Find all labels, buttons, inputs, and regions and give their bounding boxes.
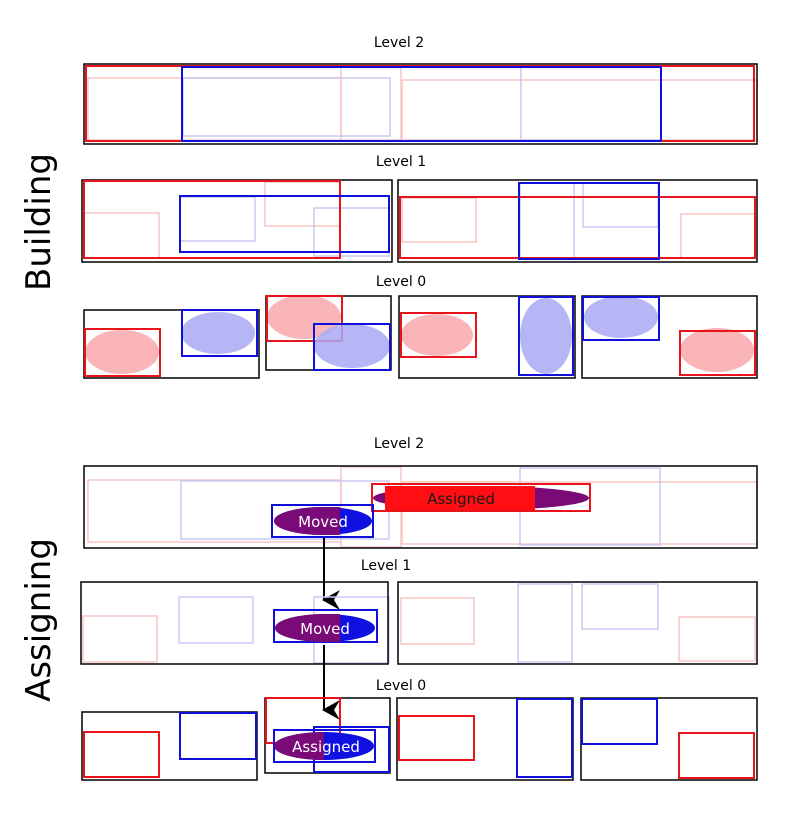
assigning-level2-node: Assigned Moved	[83, 465, 758, 549]
assigned-label-level2: Assigned	[427, 490, 495, 508]
assigning-leaf-node-1	[81, 711, 258, 781]
assigning-leaf-node-2: Assigned	[264, 697, 391, 774]
building-level0-label: Level 0	[376, 274, 426, 290]
moved-label-level1: Moved	[300, 620, 350, 638]
moved-label-level2: Moved	[298, 513, 348, 531]
building-level1-label: Level 1	[376, 154, 426, 170]
assigning-level2-label: Level 2	[374, 436, 424, 452]
building-leaf-node-3	[398, 295, 576, 379]
assigned-label-level0: Assigned	[292, 738, 360, 756]
assigning-level1-node-left: Moved	[80, 581, 390, 665]
building-level1-node-right	[397, 179, 758, 263]
building-leaf-node-4	[581, 295, 758, 379]
building-section-title: Building	[19, 153, 59, 291]
building-leaf-node-1	[83, 309, 260, 379]
assigning-level1-node-right	[397, 581, 758, 665]
assigning-level1-label: Level 1	[361, 558, 411, 574]
assigning-leaf-node-3	[396, 697, 574, 781]
building-level2-label: Level 2	[374, 35, 424, 51]
building-level1-node-left	[81, 179, 393, 263]
assigning-section-title: Assigning	[19, 538, 59, 702]
assigning-leaf-node-4	[580, 697, 758, 781]
building-level2-node	[83, 63, 758, 145]
assigning-level0-label: Level 0	[376, 678, 426, 694]
building-leaf-node-2	[265, 295, 392, 371]
